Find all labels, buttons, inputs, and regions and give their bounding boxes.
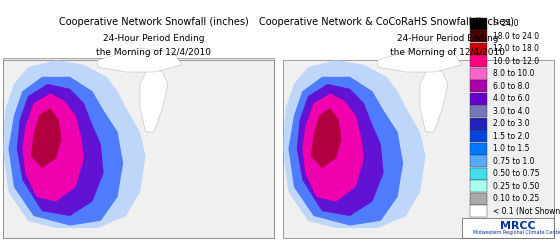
FancyBboxPatch shape [470,93,487,105]
Text: 0.75 to 1.0: 0.75 to 1.0 [493,157,534,166]
Text: 0.10 to 0.25: 0.10 to 0.25 [493,194,539,203]
FancyBboxPatch shape [470,205,487,217]
Text: the Morning of 12/4/2010: the Morning of 12/4/2010 [390,48,506,57]
FancyBboxPatch shape [470,68,487,80]
Text: 6.0 to 8.0: 6.0 to 8.0 [493,82,529,91]
Text: 3.0 to 4.0: 3.0 to 4.0 [493,107,530,116]
Polygon shape [8,77,123,226]
FancyBboxPatch shape [470,155,487,167]
Polygon shape [283,60,426,228]
Polygon shape [297,84,384,216]
Text: 4.0 to 6.0: 4.0 to 6.0 [493,94,530,103]
FancyBboxPatch shape [470,55,487,67]
Polygon shape [311,108,342,168]
Bar [3,60,274,238]
Polygon shape [140,67,168,132]
Text: Cooperative Network Snowfall (inches): Cooperative Network Snowfall (inches) [59,17,249,27]
FancyBboxPatch shape [470,105,487,117]
FancyBboxPatch shape [470,30,487,42]
Polygon shape [288,77,403,226]
Polygon shape [98,48,182,72]
FancyBboxPatch shape [3,58,274,238]
Text: > 24.0: > 24.0 [493,19,519,29]
Text: 18.0 to 24.0: 18.0 to 24.0 [493,32,539,41]
Text: 10.0 to 12.0: 10.0 to 12.0 [493,57,539,66]
FancyBboxPatch shape [470,143,487,155]
Text: the Morning of 12/4/2010: the Morning of 12/4/2010 [96,48,212,57]
FancyBboxPatch shape [462,218,554,238]
FancyBboxPatch shape [470,18,487,30]
FancyBboxPatch shape [470,130,487,142]
Polygon shape [302,94,364,202]
Polygon shape [3,60,146,228]
Text: 1.0 to 1.5: 1.0 to 1.5 [493,144,529,153]
FancyBboxPatch shape [470,80,487,92]
Polygon shape [31,108,62,168]
Text: Midwestern Regional Climate Center: Midwestern Regional Climate Center [473,230,560,235]
Text: 24-Hour Period Ending: 24-Hour Period Ending [397,34,499,43]
Polygon shape [378,48,462,72]
Text: 0.50 to 0.75: 0.50 to 0.75 [493,169,539,178]
Bar [283,60,554,238]
FancyBboxPatch shape [470,168,487,180]
Polygon shape [17,84,104,216]
Polygon shape [420,67,448,132]
Text: 1.5 to 2.0: 1.5 to 2.0 [493,132,529,141]
Text: Cooperative Network & CoCoRaHS Snowfall (inches): Cooperative Network & CoCoRaHS Snowfall … [259,17,514,27]
FancyBboxPatch shape [470,180,487,192]
FancyBboxPatch shape [470,43,487,55]
Polygon shape [22,94,84,202]
Text: 8.0 to 10.0: 8.0 to 10.0 [493,69,534,78]
Text: 0.25 to 0.50: 0.25 to 0.50 [493,182,539,191]
Text: MRCC: MRCC [500,221,536,231]
Text: < 0.1 (Not Shown): < 0.1 (Not Shown) [493,207,560,216]
Text: 24-Hour Period Ending: 24-Hour Period Ending [103,34,205,43]
FancyBboxPatch shape [470,193,487,205]
FancyBboxPatch shape [470,118,487,130]
Text: 2.0 to 3.0: 2.0 to 3.0 [493,119,529,128]
Text: 12.0 to 18.0: 12.0 to 18.0 [493,44,539,54]
